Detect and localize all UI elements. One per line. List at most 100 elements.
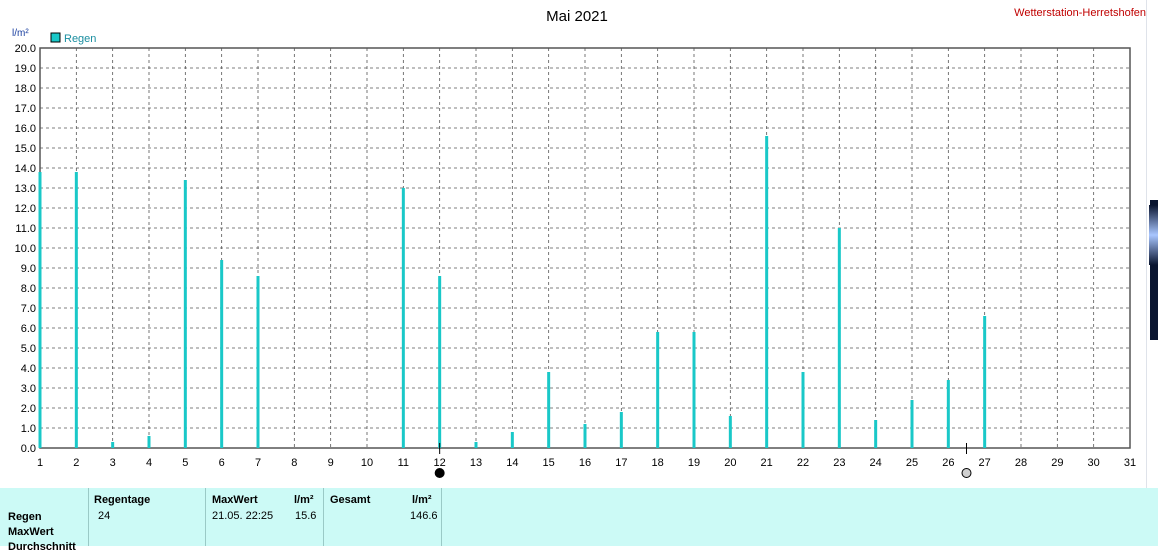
x-tick-label: 6 — [219, 457, 225, 469]
rain-bar — [183, 180, 187, 448]
edge-dark-band — [1150, 200, 1158, 340]
rain-bars — [38, 136, 987, 448]
maxwert-date: 21.05. 22:25 — [212, 510, 274, 522]
x-tick-label: 4 — [146, 457, 152, 469]
y-tick-label: 3.0 — [21, 383, 36, 395]
y-axis-unit: l/m² — [12, 28, 29, 39]
legend-label: Regen — [64, 33, 96, 45]
regentage-value: 24 — [98, 510, 111, 522]
rain-bar — [910, 400, 914, 448]
rain-bar — [946, 380, 950, 448]
rain-chart: Mai 2021 Wetterstation-Herretshofen l/m²… — [12, 7, 1146, 478]
x-tick-label: 2 — [73, 457, 79, 469]
gesamt-unit: l/m² — [412, 494, 432, 506]
maxwert-unit: l/m² — [294, 494, 314, 506]
y-tick-label: 19.0 — [15, 63, 36, 75]
moon-markers — [434, 443, 972, 478]
gesamt-value: 146.6 — [410, 510, 438, 522]
y-axis-ticks: 0.0 1.0 2.0 3.0 4.0 5.0 6.0 7.0 8.0 9.0 10.0 11.0 12… — [15, 43, 36, 455]
x-tick-label: 8 — [291, 457, 297, 469]
rain-bar — [401, 188, 405, 448]
x-tick-label: 29 — [1051, 457, 1063, 469]
x-axis-ticks: 1 2 3 4 5 6 7 8 9 10 11 12 13 14 15 16 17 18 19 20 21 22 23 24 2… — [37, 457, 1136, 469]
maxwert-header: MaxWert — [212, 494, 258, 506]
regentage-column: Regentage 24 — [89, 488, 206, 546]
regentage-header: Regentage — [94, 494, 151, 506]
legend-swatch — [50, 32, 61, 43]
y-tick-label: 2.0 — [21, 403, 36, 415]
full-moon-filled-icon — [434, 468, 445, 478]
new-moon-outline-icon — [961, 468, 972, 478]
x-tick-label: 30 — [1088, 457, 1100, 469]
rain-bar — [619, 412, 623, 448]
rain-bar — [510, 432, 514, 448]
x-tick-label: 10 — [361, 457, 373, 469]
y-tick-label: 7.0 — [21, 303, 36, 315]
x-tick-label: 16 — [579, 457, 591, 469]
y-tick-label: 18.0 — [15, 83, 36, 95]
y-tick-label: 6.0 — [21, 323, 36, 335]
y-tick-label: 4.0 — [21, 363, 36, 375]
y-tick-label: 10.0 — [15, 243, 36, 255]
x-tick-label: 21 — [761, 457, 773, 469]
row-label-maxwert: MaxWert — [8, 526, 54, 538]
x-tick-label: 28 — [1015, 457, 1027, 469]
x-tick-label: 9 — [328, 457, 334, 469]
rain-bar — [256, 276, 260, 448]
x-tick-label: 18 — [652, 457, 664, 469]
y-tick-label: 1.0 — [21, 423, 36, 435]
rain-bar — [220, 260, 224, 448]
rain-bar — [111, 442, 115, 448]
x-tick-label: 22 — [797, 457, 809, 469]
x-tick-label: 13 — [470, 457, 482, 469]
x-tick-label: 3 — [110, 457, 116, 469]
rain-bar — [728, 416, 732, 448]
x-tick-label: 7 — [255, 457, 261, 469]
y-tick-label: 8.0 — [21, 283, 36, 295]
station-name: Wetterstation-Herretshofen — [1014, 7, 1146, 19]
window-edge — [1146, 0, 1158, 488]
y-tick-label: 5.0 — [21, 343, 36, 355]
x-tick-label: 5 — [182, 457, 188, 469]
edge-glow — [1149, 205, 1158, 265]
maxwert-column: MaxWert l/m² 21.05. 22:25 15.6 — [206, 488, 324, 546]
x-tick-label: 31 — [1124, 457, 1136, 469]
y-tick-label: 13.0 — [15, 183, 36, 195]
rain-bar — [547, 372, 551, 448]
row-labels-column: Regen MaxWert Durchschnitt — [0, 488, 89, 553]
maxwert-value: 15.6 — [295, 510, 317, 522]
y-tick-label: 14.0 — [15, 163, 36, 175]
rain-bar — [74, 172, 78, 448]
y-tick-label: 17.0 — [15, 103, 36, 115]
rain-bar — [474, 442, 478, 448]
rain-bar — [692, 332, 696, 448]
y-tick-label: 0.0 — [21, 443, 36, 455]
y-tick-label: 16.0 — [15, 123, 36, 135]
rain-bar — [801, 372, 805, 448]
y-tick-label: 15.0 — [15, 143, 36, 155]
rain-bar — [583, 424, 587, 448]
gesamt-column: Gesamt l/m² 146.6 — [324, 488, 442, 546]
summary-table: Regen MaxWert Durchschnitt Regentage 24 … — [0, 488, 1158, 553]
chart-title: Mai 2021 — [546, 8, 608, 25]
x-tick-label: 25 — [906, 457, 918, 469]
x-tick-label: 12 — [434, 457, 446, 469]
x-tick-label: 11 — [398, 457, 409, 469]
y-tick-label: 11.0 — [15, 223, 36, 235]
row-label-durchschnitt: Durchschnitt — [8, 541, 76, 553]
x-tick-label: 23 — [833, 457, 845, 469]
x-tick-label: 17 — [615, 457, 627, 469]
rain-bar — [38, 172, 42, 448]
x-tick-label: 1 — [37, 457, 43, 469]
y-tick-label: 20.0 — [15, 43, 36, 55]
rain-bar — [656, 332, 660, 448]
rain-bar — [874, 420, 878, 448]
rain-bar — [438, 276, 442, 448]
rain-bar — [837, 228, 841, 448]
rain-bar — [983, 316, 987, 448]
x-tick-label: 20 — [724, 457, 736, 469]
x-tick-label: 15 — [543, 457, 555, 469]
rain-bar — [147, 436, 151, 448]
rain-bar — [765, 136, 769, 448]
x-tick-label: 26 — [942, 457, 954, 469]
